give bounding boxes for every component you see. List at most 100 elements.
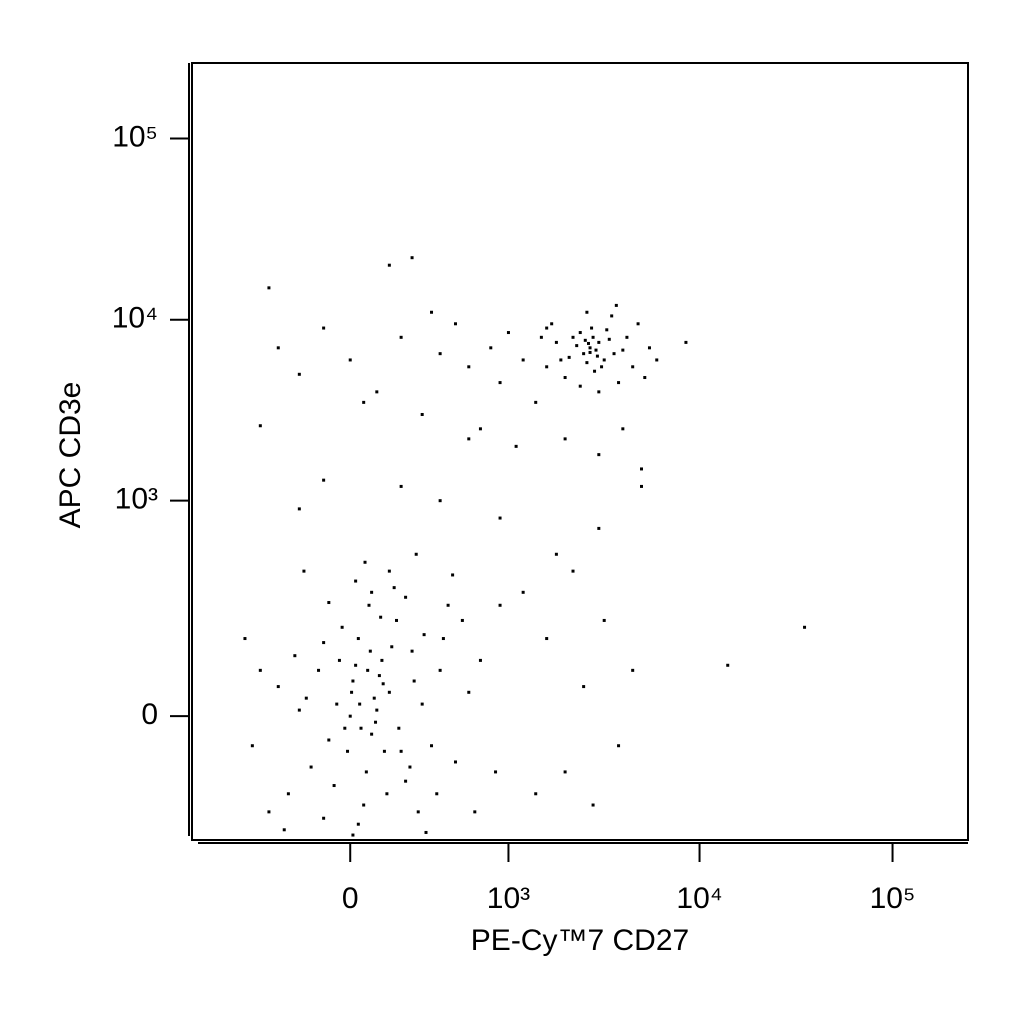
data-point xyxy=(597,526,601,530)
data-point xyxy=(404,779,408,783)
data-point xyxy=(399,484,403,488)
data-point xyxy=(250,744,254,748)
data-point xyxy=(441,637,445,641)
data-point xyxy=(575,344,579,348)
data-point xyxy=(617,381,621,385)
data-point xyxy=(438,499,442,503)
data-point xyxy=(498,381,502,385)
data-point xyxy=(636,322,640,326)
data-point xyxy=(655,358,659,362)
data-point xyxy=(374,720,378,724)
data-point xyxy=(534,792,538,796)
data-point xyxy=(605,328,609,332)
data-point xyxy=(399,749,403,753)
data-point xyxy=(332,784,336,788)
data-point xyxy=(340,625,344,629)
data-point xyxy=(297,708,301,712)
data-point xyxy=(379,615,383,619)
data-point xyxy=(416,810,420,814)
y-tick-label: 10⁵ xyxy=(112,120,158,153)
data-point xyxy=(640,484,644,488)
data-point xyxy=(591,803,595,807)
data-point xyxy=(358,702,362,706)
data-point xyxy=(467,690,471,694)
data-point xyxy=(478,658,482,662)
data-point xyxy=(392,586,396,590)
data-point xyxy=(545,637,549,641)
data-point xyxy=(322,816,326,820)
data-point xyxy=(335,702,339,706)
data-point xyxy=(424,830,428,834)
data-point xyxy=(348,358,352,362)
data-point xyxy=(583,338,587,342)
data-point xyxy=(399,335,403,339)
data-point xyxy=(430,310,434,314)
data-point xyxy=(591,335,595,339)
data-point xyxy=(286,792,290,796)
data-point xyxy=(297,372,301,376)
y-tick-label: 10³ xyxy=(115,483,158,516)
data-point xyxy=(408,765,412,769)
data-point xyxy=(614,303,618,307)
data-point xyxy=(430,744,434,748)
data-point xyxy=(588,350,592,354)
data-point xyxy=(586,341,590,345)
data-point xyxy=(410,649,414,653)
data-point xyxy=(453,760,457,764)
data-point xyxy=(625,335,629,339)
x-tick-label: 10⁴ xyxy=(676,882,722,915)
data-point xyxy=(453,322,457,326)
data-point xyxy=(282,828,286,832)
data-point xyxy=(397,726,401,730)
data-point xyxy=(435,792,439,796)
data-point xyxy=(521,590,525,594)
y-axis-label: APC CD3e xyxy=(54,382,87,529)
data-point xyxy=(410,256,414,260)
data-point xyxy=(420,702,424,706)
data-point xyxy=(563,770,567,774)
data-point xyxy=(438,352,442,356)
data-point xyxy=(350,690,354,694)
data-point xyxy=(506,331,510,335)
data-point xyxy=(276,685,280,689)
data-point xyxy=(354,663,358,667)
data-point xyxy=(610,314,614,318)
data-point xyxy=(364,770,368,774)
data-point xyxy=(578,331,582,335)
data-point xyxy=(327,601,331,605)
data-point xyxy=(375,390,379,394)
data-point xyxy=(726,663,730,667)
data-point xyxy=(582,685,586,689)
data-point xyxy=(322,478,326,482)
data-point xyxy=(372,696,376,700)
data-point xyxy=(370,732,374,736)
data-point xyxy=(621,427,625,431)
data-point xyxy=(567,355,571,359)
data-point xyxy=(420,412,424,416)
data-point xyxy=(404,595,408,599)
data-point xyxy=(585,361,589,365)
data-point xyxy=(585,310,589,314)
data-point xyxy=(354,579,358,583)
data-point xyxy=(367,603,371,607)
data-point xyxy=(412,679,416,683)
data-point xyxy=(684,340,688,344)
data-point xyxy=(377,674,381,678)
data-point xyxy=(317,668,321,672)
data-point xyxy=(346,749,350,753)
data-point xyxy=(563,437,567,441)
data-point xyxy=(438,668,442,672)
data-point xyxy=(602,618,606,622)
data-point xyxy=(356,637,360,641)
data-point xyxy=(337,658,341,662)
data-point xyxy=(593,369,597,373)
data-point xyxy=(382,749,386,753)
data-point xyxy=(368,649,372,653)
data-point xyxy=(489,346,493,350)
data-point xyxy=(617,744,621,748)
data-point xyxy=(363,560,367,564)
data-point xyxy=(304,696,308,700)
data-point xyxy=(534,400,538,404)
